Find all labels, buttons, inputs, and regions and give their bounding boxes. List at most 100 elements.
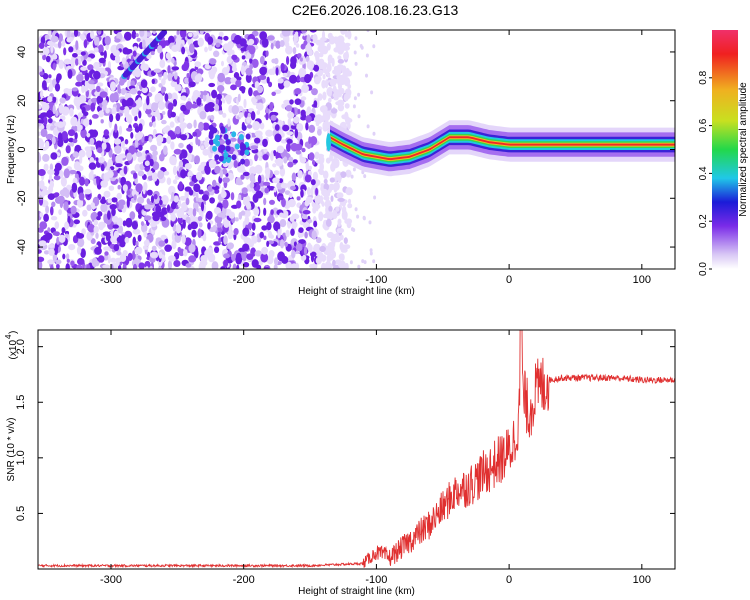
noise-speck bbox=[275, 157, 284, 167]
noise-speck bbox=[195, 171, 203, 181]
noise-speck bbox=[165, 52, 171, 60]
noise-speck bbox=[282, 124, 290, 132]
y-tick-label: 0 bbox=[16, 146, 28, 152]
noise-speck bbox=[112, 49, 121, 57]
noise-speck bbox=[179, 195, 187, 201]
noise-speck bbox=[171, 92, 178, 102]
noise-speck bbox=[339, 234, 344, 241]
noise-speck bbox=[281, 30, 290, 37]
noise-speck bbox=[231, 49, 235, 56]
noise-speck bbox=[198, 207, 202, 216]
noise-speck bbox=[117, 184, 121, 190]
noise-speck bbox=[338, 253, 345, 261]
noise-speck bbox=[104, 251, 109, 256]
noise-speck bbox=[122, 263, 127, 269]
noise-speck bbox=[43, 49, 50, 55]
noise-speck bbox=[214, 165, 221, 174]
noise-speck bbox=[121, 98, 126, 108]
noise-speck bbox=[49, 180, 54, 189]
noise-speck bbox=[281, 255, 289, 264]
spectrogram-plot bbox=[38, 30, 675, 269]
noise-speck bbox=[314, 194, 322, 204]
noise-speck bbox=[137, 170, 145, 177]
noise-speck bbox=[177, 246, 182, 253]
noise-speck bbox=[296, 75, 301, 82]
noise-speck bbox=[178, 142, 184, 149]
noise-speck bbox=[180, 104, 187, 112]
noise-speck bbox=[84, 146, 92, 152]
noise-speck bbox=[50, 125, 54, 131]
noise-speck bbox=[352, 104, 356, 109]
noise-speck bbox=[127, 252, 133, 261]
noise-speck bbox=[133, 46, 138, 51]
noise-speck bbox=[139, 30, 145, 37]
noise-speck bbox=[288, 198, 296, 208]
noise-speck bbox=[272, 66, 276, 76]
noise-speck bbox=[183, 249, 188, 257]
noise-speck bbox=[354, 61, 358, 66]
noise-speck bbox=[264, 167, 271, 176]
noise-speck bbox=[293, 241, 297, 247]
noise-speck bbox=[170, 141, 175, 150]
noise-speck bbox=[305, 122, 309, 131]
noise-speck bbox=[290, 263, 298, 269]
noise-speck bbox=[250, 111, 256, 121]
noise-speck bbox=[353, 96, 357, 101]
noise-speck bbox=[213, 50, 220, 58]
noise-speck bbox=[199, 30, 204, 35]
noise-speck bbox=[111, 153, 116, 163]
cluster-blob bbox=[212, 145, 218, 152]
noise-speck bbox=[340, 171, 347, 179]
noise-speck bbox=[47, 227, 51, 233]
noise-speck bbox=[109, 113, 114, 123]
cluster-blob bbox=[208, 124, 214, 131]
noise-speck bbox=[160, 216, 167, 222]
noise-speck bbox=[167, 65, 171, 75]
noise-speck bbox=[96, 85, 101, 93]
noise-speck bbox=[63, 58, 72, 65]
noise-speck bbox=[151, 245, 157, 252]
x-tick-label: 100 bbox=[633, 574, 651, 586]
noise-speck bbox=[245, 67, 253, 76]
y-tick-label: 0.5 bbox=[15, 506, 27, 521]
noise-speck bbox=[50, 216, 58, 221]
noise-speck bbox=[247, 112, 251, 119]
noise-speck bbox=[150, 144, 158, 152]
noise-speck bbox=[54, 83, 61, 92]
noise-speck bbox=[294, 128, 299, 139]
noise-speck bbox=[254, 137, 261, 144]
noise-speck bbox=[211, 89, 218, 99]
noise-speck bbox=[87, 223, 95, 233]
noise-speck bbox=[280, 182, 289, 189]
noise-speck bbox=[305, 55, 310, 63]
noise-speck bbox=[96, 216, 101, 221]
noise-speck bbox=[263, 207, 267, 216]
noise-speck bbox=[321, 188, 328, 197]
noise-speck bbox=[50, 152, 58, 160]
noise-speck bbox=[328, 183, 336, 191]
noise-speck bbox=[40, 112, 49, 118]
noise-speck bbox=[146, 189, 153, 196]
noise-speck bbox=[261, 246, 268, 255]
noise-speck bbox=[350, 227, 354, 232]
noise-speck bbox=[279, 219, 287, 228]
noise-speck bbox=[98, 44, 104, 54]
noise-speck bbox=[251, 58, 259, 68]
noise-speck bbox=[223, 219, 230, 228]
noise-speck bbox=[194, 155, 201, 165]
noise-speck bbox=[80, 128, 87, 139]
noise-speck bbox=[123, 165, 128, 175]
noise-speck bbox=[260, 174, 265, 183]
noise-speck bbox=[38, 152, 41, 162]
noise-speck bbox=[143, 63, 149, 71]
noise-speck bbox=[357, 92, 361, 97]
noise-speck bbox=[304, 174, 312, 183]
noise-speck bbox=[114, 123, 118, 133]
noise-speck bbox=[218, 236, 222, 244]
noise-speck bbox=[333, 181, 340, 191]
noise-speck bbox=[76, 232, 80, 237]
noise-speck bbox=[209, 143, 214, 154]
noise-speck bbox=[307, 242, 312, 252]
noise-speck bbox=[86, 132, 91, 138]
noise-speck bbox=[290, 124, 298, 130]
